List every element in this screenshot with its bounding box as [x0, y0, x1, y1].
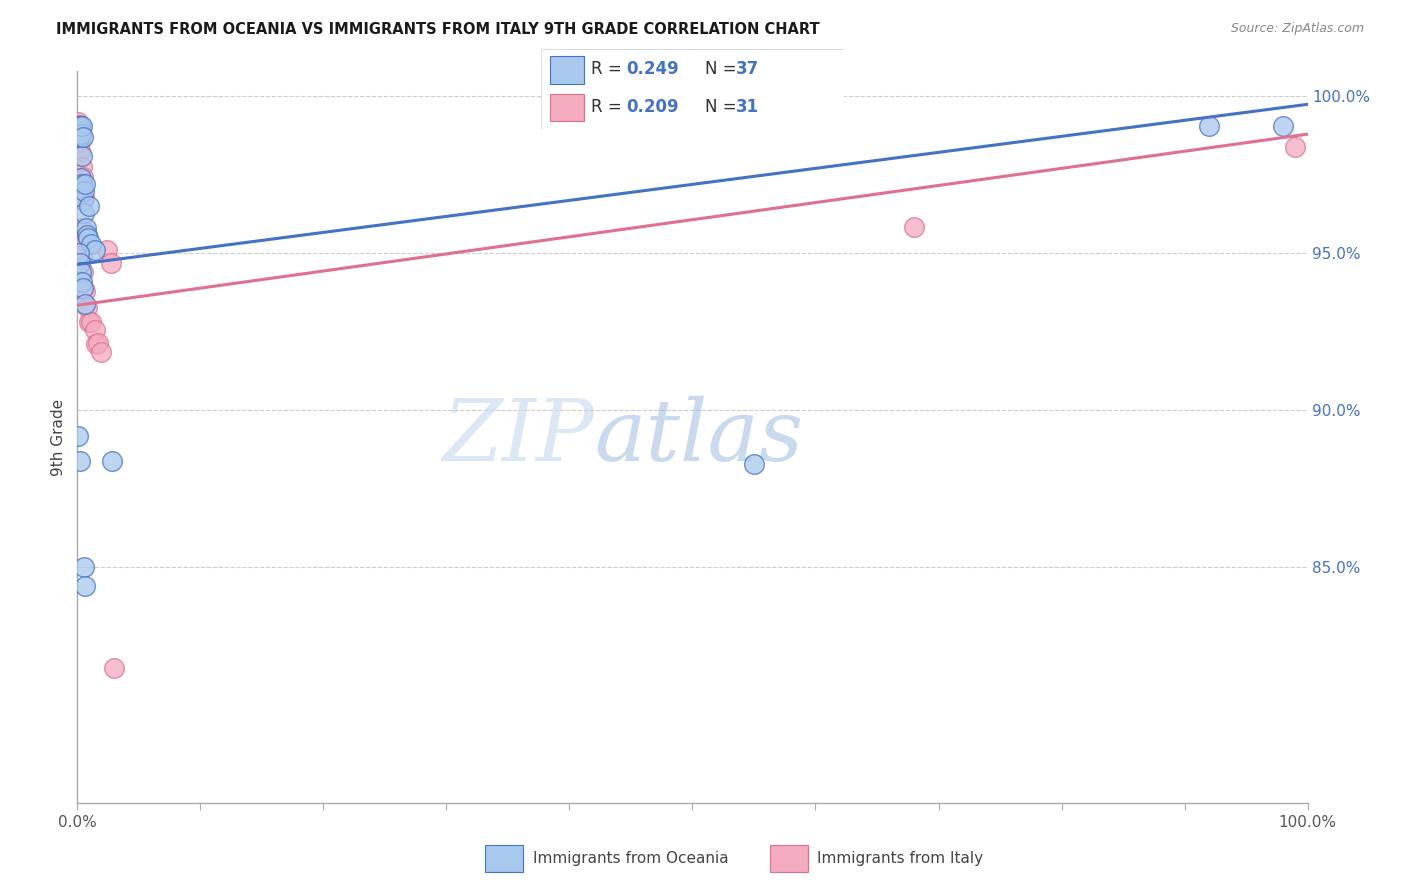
Point	[69, 126, 91, 140]
Point	[73, 560, 96, 574]
Point	[1284, 139, 1306, 153]
Point	[73, 184, 96, 198]
Point	[73, 205, 96, 219]
Point	[67, 120, 90, 134]
FancyBboxPatch shape	[485, 846, 523, 872]
Point	[67, 128, 90, 143]
Point	[69, 453, 91, 467]
Point	[76, 300, 98, 314]
Point	[69, 256, 91, 270]
Point	[69, 265, 91, 279]
Text: 0.249: 0.249	[626, 60, 679, 78]
Point	[70, 120, 93, 134]
Point	[75, 579, 97, 593]
Point	[75, 178, 97, 192]
Point	[80, 316, 103, 330]
Point	[75, 296, 97, 310]
Point	[1198, 120, 1220, 134]
Point	[90, 345, 112, 359]
Point	[67, 178, 90, 192]
Point	[69, 127, 91, 141]
Text: 0.209: 0.209	[626, 98, 679, 116]
Point	[69, 120, 91, 134]
Text: Immigrants from Italy: Immigrants from Italy	[817, 851, 983, 866]
Text: R =: R =	[591, 60, 627, 78]
Point	[67, 118, 90, 132]
Point	[67, 127, 90, 141]
Text: IMMIGRANTS FROM OCEANIA VS IMMIGRANTS FROM ITALY 9TH GRADE CORRELATION CHART: IMMIGRANTS FROM OCEANIA VS IMMIGRANTS FR…	[56, 22, 820, 37]
Point	[69, 145, 91, 159]
Point	[101, 453, 124, 467]
Point	[69, 135, 91, 149]
Text: Source: ZipAtlas.com: Source: ZipAtlas.com	[1230, 22, 1364, 36]
Point	[80, 237, 103, 252]
Point	[69, 130, 91, 145]
Text: N =: N =	[704, 98, 741, 116]
Point	[67, 135, 90, 149]
Text: atlas: atlas	[595, 396, 803, 478]
Point	[67, 122, 90, 136]
Text: N =: N =	[704, 60, 741, 78]
Point	[70, 221, 93, 235]
Point	[75, 221, 97, 235]
Point	[903, 219, 925, 234]
Point	[70, 149, 93, 163]
Text: 37: 37	[737, 60, 759, 78]
FancyBboxPatch shape	[770, 846, 808, 872]
Point	[72, 193, 94, 207]
Text: R =: R =	[591, 98, 627, 116]
Point	[100, 256, 122, 270]
Point	[77, 316, 100, 330]
Point	[76, 231, 98, 245]
Point	[1272, 120, 1295, 134]
Point	[70, 275, 93, 289]
Point	[742, 457, 765, 471]
Text: Immigrants from Oceania: Immigrants from Oceania	[533, 851, 728, 866]
Text: ZIP: ZIP	[441, 396, 595, 478]
Point	[69, 122, 91, 136]
Y-axis label: 9th Grade: 9th Grade	[51, 399, 66, 475]
Point	[70, 160, 93, 174]
Point	[67, 114, 90, 128]
Point	[69, 124, 91, 138]
Point	[84, 244, 107, 258]
Point	[69, 120, 91, 134]
Point	[86, 337, 108, 351]
Point	[84, 323, 107, 337]
Text: 31: 31	[737, 98, 759, 116]
Point	[72, 169, 94, 184]
Point	[77, 199, 100, 213]
Point	[96, 244, 118, 258]
Point	[70, 248, 93, 262]
Point	[69, 185, 91, 199]
Point	[76, 227, 98, 242]
Point	[70, 178, 93, 192]
FancyBboxPatch shape	[550, 56, 583, 84]
Point	[67, 428, 90, 442]
Point	[103, 661, 125, 675]
Point	[73, 192, 96, 206]
FancyBboxPatch shape	[550, 94, 583, 121]
Point	[72, 281, 94, 295]
Point	[75, 284, 97, 298]
Point	[73, 224, 96, 238]
Point	[70, 232, 93, 246]
Point	[72, 130, 94, 145]
Point	[67, 246, 90, 260]
Point	[69, 171, 91, 186]
Point	[72, 265, 94, 279]
Point	[87, 335, 110, 350]
